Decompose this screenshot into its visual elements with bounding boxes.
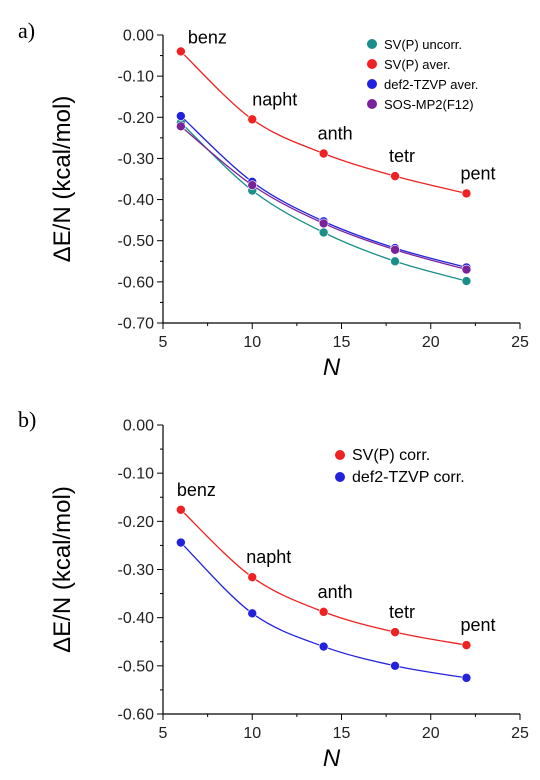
data-point — [176, 537, 186, 548]
annotation-label: tetr — [389, 602, 415, 622]
panel-letter: a) — [18, 18, 35, 43]
annotation-label: benz — [188, 27, 227, 47]
legend-marker — [335, 450, 345, 460]
data-point — [247, 572, 258, 583]
data-point — [318, 148, 329, 159]
x-tick-label: 25 — [511, 725, 529, 742]
legend-marker — [335, 472, 345, 482]
data-point — [247, 180, 258, 190]
x-axis-title: N — [323, 745, 341, 772]
annotation-label: napht — [252, 89, 297, 109]
data-point — [390, 256, 400, 267]
annotation-label: pent — [460, 163, 495, 183]
y-tick-label: -0.40 — [118, 610, 155, 627]
x-tick-label: 20 — [422, 725, 440, 742]
legend-marker — [367, 59, 377, 69]
series-line-0 — [180, 509, 467, 646]
data-point — [176, 504, 186, 515]
series-line-1 — [180, 50, 467, 195]
x-tick-label: 20 — [422, 334, 440, 351]
x-tick-label: 5 — [159, 334, 168, 351]
annotation-label: anth — [318, 123, 353, 143]
y-tick-label: -0.60 — [118, 707, 155, 724]
x-tick-label: 10 — [243, 334, 261, 351]
y-tick-label: -0.30 — [118, 562, 155, 579]
y-tick-label: -0.10 — [118, 466, 155, 483]
data-point — [318, 607, 329, 617]
data-point — [461, 276, 472, 286]
legend-label: SV(P) aver. — [384, 57, 450, 72]
annotation-label: benz — [177, 480, 216, 500]
y-tick-label: -0.40 — [118, 192, 155, 209]
y-tick-label: 0.00 — [123, 418, 154, 435]
data-point — [247, 608, 258, 619]
legend-marker — [367, 79, 377, 89]
y-tick-label: -0.30 — [118, 151, 155, 168]
data-point — [176, 46, 186, 57]
legend-label: def2-TZVP corr. — [352, 469, 465, 486]
x-tick-label: 15 — [333, 334, 351, 351]
x-axis-title: N — [323, 354, 341, 381]
chart-panel-b: b) 0.00 -0.10 -0.20 -0.30 -0.40 -0.50 -0.605 10 1… — [18, 407, 529, 772]
series-line-3 — [180, 125, 467, 271]
data-point — [318, 227, 329, 238]
annotation-label: tetr — [389, 146, 415, 166]
annotation-label: anth — [318, 582, 353, 602]
data-point — [176, 111, 186, 121]
legend-marker — [367, 39, 377, 49]
x-tick-label: 10 — [243, 725, 261, 742]
data-point — [390, 661, 400, 671]
y-tick-label: -0.60 — [118, 274, 155, 291]
legend-label: SOS-MP2(F12) — [384, 97, 474, 112]
data-point — [176, 121, 186, 132]
data-point — [247, 114, 258, 125]
data-point — [390, 627, 400, 637]
data-point — [461, 640, 472, 650]
data-point — [461, 188, 472, 199]
legend-label: SV(P) uncorr. — [384, 37, 462, 52]
legend-marker — [367, 99, 377, 109]
data-point — [461, 673, 472, 683]
data-point — [461, 264, 472, 275]
x-tick-label: 25 — [511, 334, 529, 351]
data-point — [390, 171, 400, 181]
data-point — [318, 641, 329, 652]
legend-label: SV(P) corr. — [352, 447, 430, 464]
annotation-label: pent — [460, 615, 495, 635]
y-axis-title: ΔE/N (kcal/mol) — [49, 486, 76, 653]
series-line-0 — [180, 122, 467, 282]
data-point — [318, 218, 329, 229]
y-tick-label: -0.50 — [118, 233, 155, 250]
y-tick-label: -0.20 — [118, 110, 155, 127]
chart-panel-a: a) 0.00 -0.10 -0.20 -0.30 -0.40 -0.50 -0.60 -0.7… — [18, 18, 529, 381]
y-tick-label: -0.70 — [118, 316, 155, 333]
legend-label: def2-TZVP aver. — [384, 77, 478, 92]
y-tick-label: 0.00 — [123, 28, 154, 45]
x-tick-label: 5 — [159, 725, 168, 742]
y-tick-label: -0.20 — [118, 514, 155, 531]
y-tick-label: -0.50 — [118, 658, 155, 675]
data-point — [390, 244, 400, 255]
panel-letter: b) — [18, 407, 36, 432]
annotation-label: napht — [246, 547, 291, 567]
y-tick-label: -0.10 — [118, 69, 155, 86]
y-axis-title: ΔE/N (kcal/mol) — [49, 96, 76, 263]
x-tick-label: 15 — [333, 725, 351, 742]
